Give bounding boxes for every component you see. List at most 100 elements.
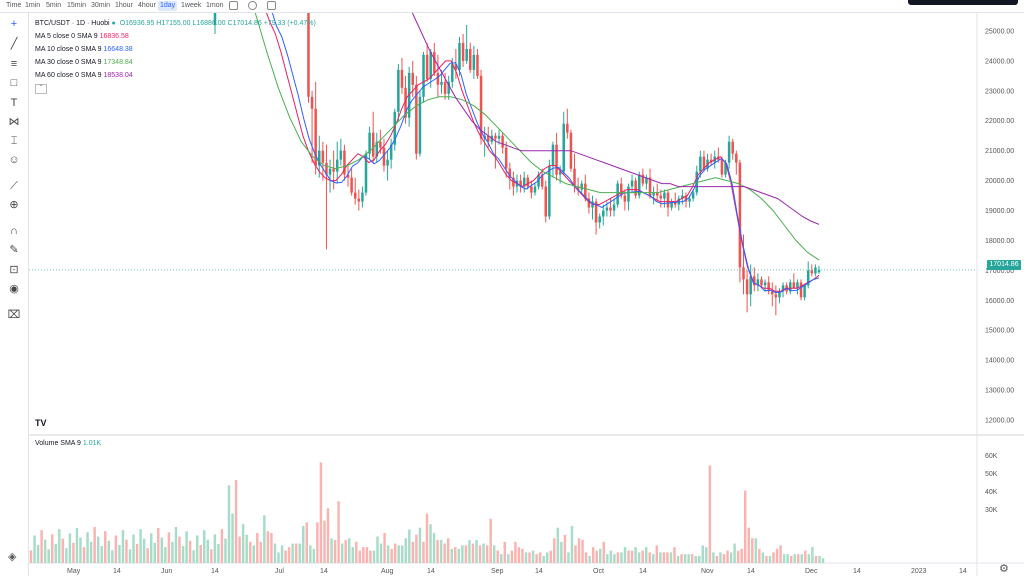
volume-bar (775, 548, 779, 563)
volume-bar (471, 543, 475, 563)
volume-bar (337, 501, 340, 563)
pattern-icon[interactable]: ⋈ (8, 116, 20, 128)
timeframe-30min[interactable]: 30min (91, 2, 111, 9)
volume-bar (457, 548, 461, 563)
price-tick-label: 19000.00 (985, 208, 1014, 215)
ruler-icon[interactable]: ⟋ (10, 180, 18, 192)
ma10-value: 16648.38 (103, 46, 133, 53)
candle-body (731, 141, 734, 154)
volume-bar (648, 552, 651, 563)
volume-bar (468, 540, 471, 563)
volume-bar (68, 533, 72, 563)
time-tick-label: 14 (535, 568, 543, 575)
chart-type-icon[interactable] (229, 1, 238, 10)
trash-icon[interactable]: ⌧ (7, 309, 21, 321)
layers-icon[interactable]: ◈ (8, 551, 17, 563)
timeframe-1week[interactable]: 1week (181, 2, 202, 9)
price-chart[interactable]: 25000.00 24000.00 23000.00 22000.00 21000.00… (29, 13, 1024, 576)
volume-bar (319, 462, 323, 563)
candle-body (645, 177, 648, 184)
ma60-line (411, 13, 820, 225)
horizontal-lines-icon[interactable]: ≡ (10, 58, 18, 70)
volume-bar (712, 552, 715, 563)
volume-bar (273, 543, 277, 563)
timeframe-5min[interactable]: 5min (46, 2, 62, 9)
ma10-label: MA 10 close 0 SMA 9 (35, 46, 102, 53)
measure-icon[interactable]: ⌶ (10, 135, 18, 147)
volume-bar (644, 547, 648, 563)
zoom-icon[interactable]: ⊕ (9, 199, 19, 211)
volume-bar (111, 550, 114, 563)
trendline-icon[interactable]: ╱ (10, 38, 18, 50)
volume-bar (439, 540, 443, 563)
volume-bar (719, 552, 722, 563)
volume-bar (326, 508, 330, 563)
volume-bar (789, 555, 793, 563)
text-icon[interactable]: T (10, 97, 18, 109)
volume-bar (814, 555, 818, 563)
lock-drawing-icon[interactable]: ✎ (9, 244, 19, 256)
timeframe-1day[interactable]: 1day (158, 1, 178, 11)
timeframe-1min[interactable]: 1min (25, 2, 41, 9)
candle-body (753, 276, 756, 286)
candle-body (623, 195, 627, 202)
volume-bar (500, 554, 503, 563)
volume-bar (655, 545, 659, 563)
timeframe-time[interactable]: Time (6, 2, 22, 9)
emoji-icon[interactable]: ☺ (8, 154, 20, 166)
collapse-legend-icon[interactable]: ⌃ (35, 84, 47, 94)
volume-bar (316, 522, 319, 563)
volume-bar (570, 525, 574, 563)
header-bar (908, 0, 1018, 5)
candle-body (443, 81, 447, 94)
volume-bar (277, 552, 280, 563)
rectangle-icon[interactable]: □ (10, 77, 18, 89)
candle-body (630, 180, 634, 187)
volume-bar (747, 527, 750, 563)
volume-bar (804, 550, 807, 563)
ma30-label: MA 30 close 0 SMA 9 (35, 59, 102, 66)
time-tick-label: 14 (427, 568, 435, 575)
legend-ohlc: O16936.95 H17155.00 L16886.00 C17014.86 … (119, 20, 316, 27)
volume-bar (754, 538, 758, 563)
legend-ma60[interactable]: MA 60 close 0 SMA 9 18538.04 (35, 69, 316, 82)
volume-bar (192, 550, 195, 563)
volume-bar (174, 526, 178, 563)
crosshair-icon[interactable]: + (10, 18, 18, 30)
gear-icon[interactable]: ⚙ (999, 563, 1009, 575)
lock-icon[interactable]: ⊡ (9, 264, 19, 276)
candle-body (497, 135, 501, 139)
volume-bar (199, 544, 202, 563)
volume-bar (188, 540, 192, 563)
volume-bar (185, 531, 188, 563)
candle-body (673, 201, 677, 205)
volume-bar (323, 520, 326, 563)
volume-bar (673, 547, 676, 563)
magnet-icon[interactable]: ∩ (10, 225, 18, 237)
candle-body (353, 192, 357, 199)
eye-icon[interactable]: ◉ (9, 283, 19, 295)
timeframe-15min[interactable]: 15min (67, 2, 87, 9)
candle-body (749, 276, 752, 295)
time-tick-label: Jul (275, 568, 284, 575)
legend-ma5[interactable]: MA 5 close 0 SMA 9 16836.58 (35, 30, 316, 43)
volume-bar (224, 538, 227, 563)
volume-bar (722, 554, 726, 563)
volume-bar (47, 549, 50, 563)
candle-body (357, 198, 361, 202)
candle-body (533, 186, 537, 193)
timeframe-1hour[interactable]: 1hour (115, 2, 133, 9)
legend-ma30[interactable]: MA 30 close 0 SMA 9 17348.84 (35, 56, 316, 69)
volume-bar (206, 539, 210, 563)
candle-body (328, 168, 332, 175)
timeframe-4hour[interactable]: 4hour (138, 2, 156, 9)
timeframe-1mon[interactable]: 1mon (206, 2, 224, 9)
candle-body (652, 192, 655, 196)
fullscreen-icon[interactable] (267, 1, 276, 10)
legend-ma10[interactable]: MA 10 close 0 SMA 9 16648.38 (35, 43, 316, 56)
volume-bar (765, 555, 768, 563)
volume-bar (751, 538, 754, 563)
settings-icon[interactable] (248, 1, 257, 10)
legend-symbol[interactable]: BTC/USDT · 1D · Huobi (35, 20, 110, 27)
volume-bar (383, 532, 386, 563)
